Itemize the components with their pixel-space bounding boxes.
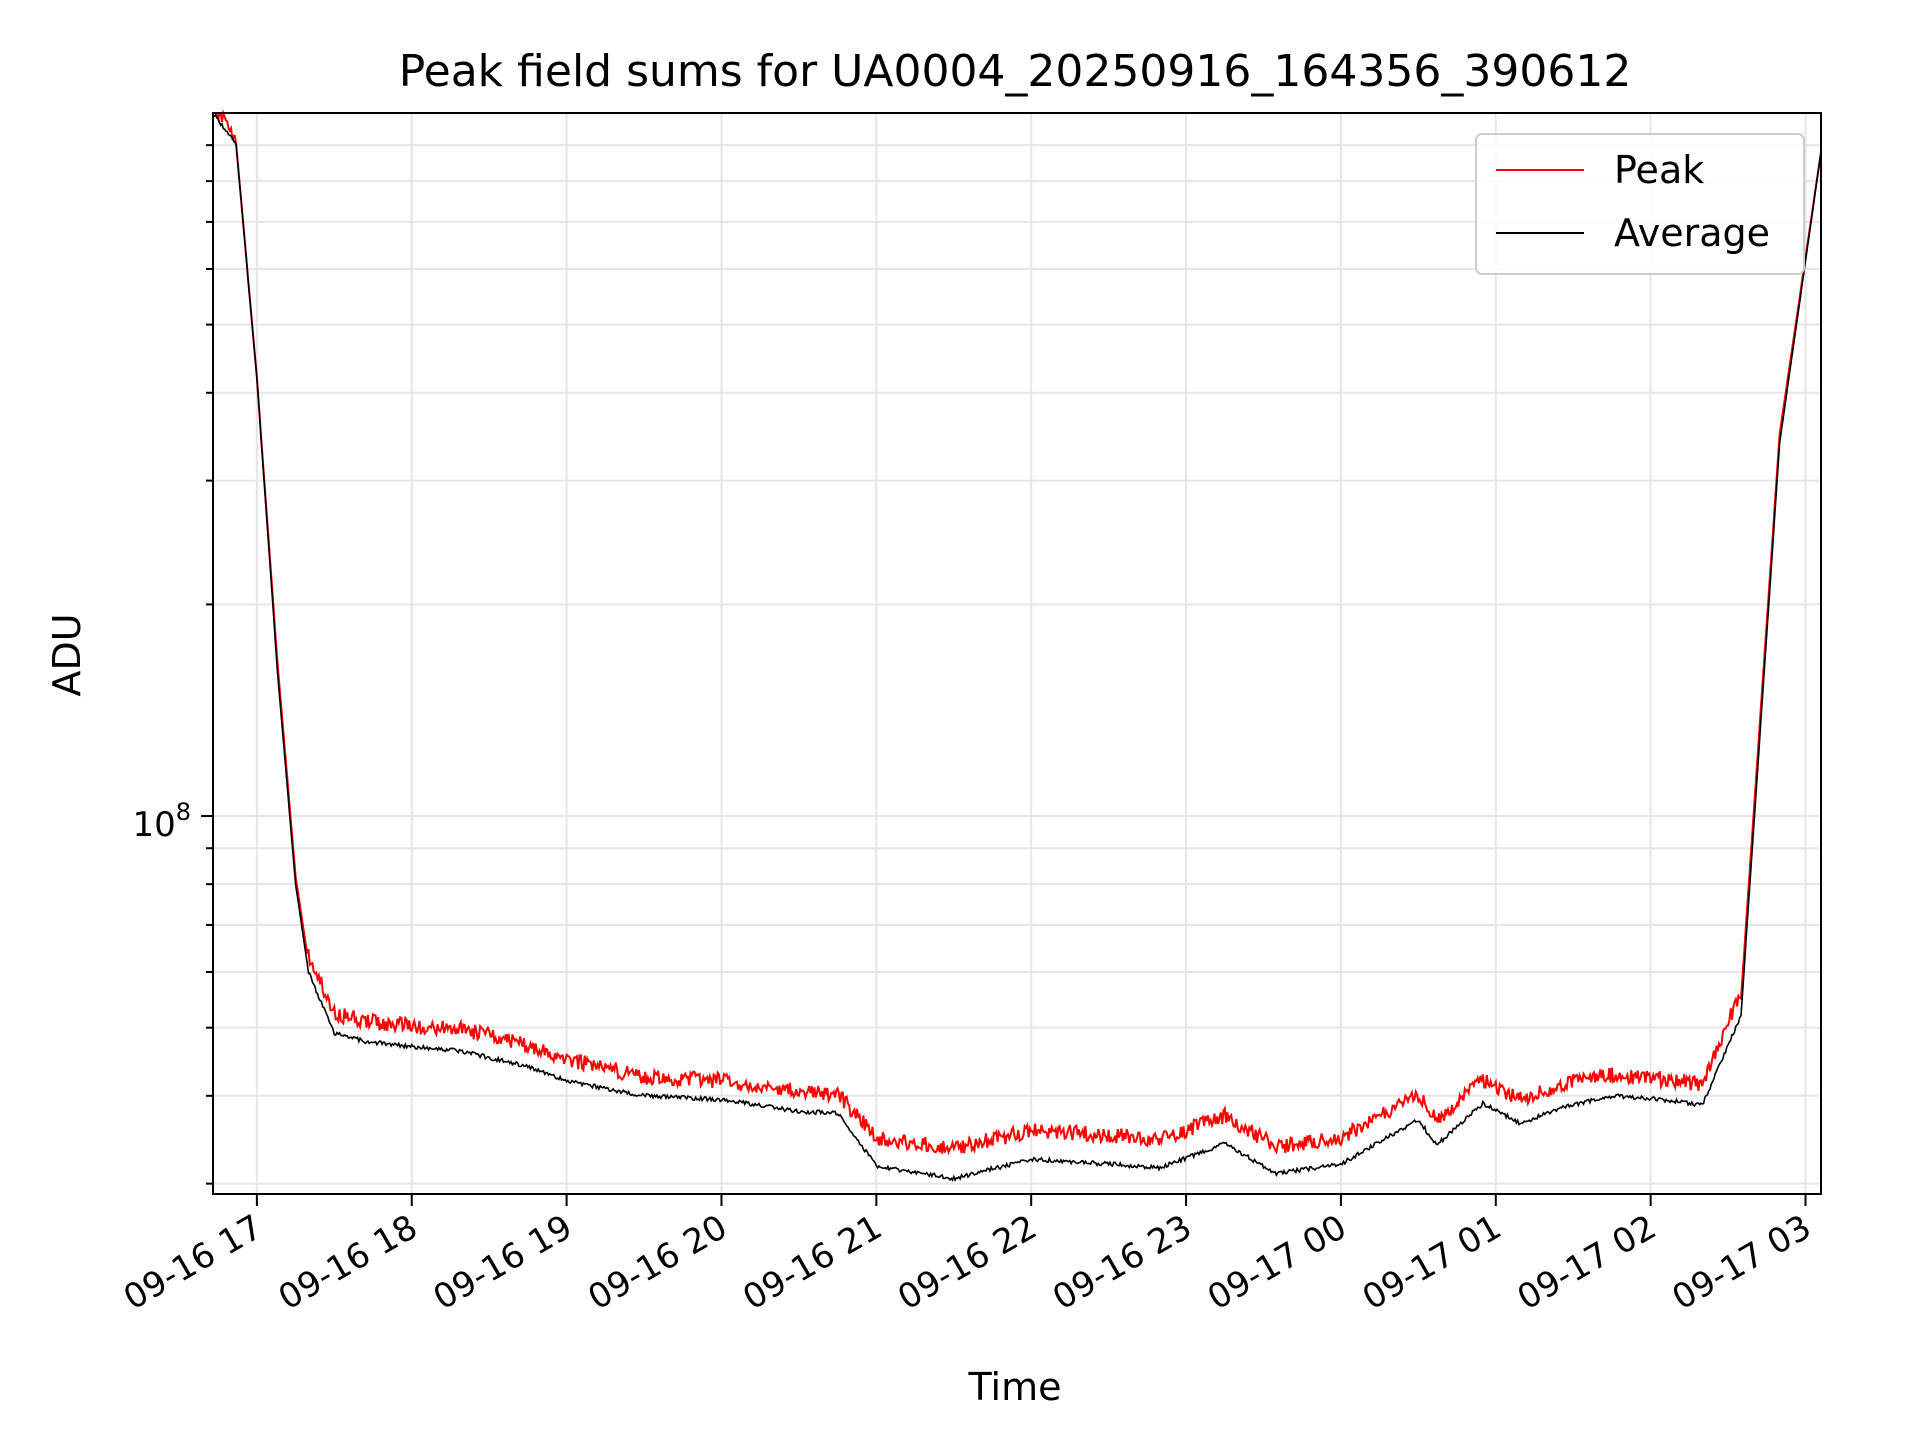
x-axis-label: Time <box>968 1365 1062 1409</box>
legend-label-average: Average <box>1614 211 1770 255</box>
series-line-average <box>212 113 1822 1182</box>
y-tick-base: 10 <box>132 805 175 845</box>
y-tick-exponent: 8 <box>176 798 191 826</box>
series-line-peak <box>213 109 1822 1156</box>
legend: Peak Average <box>1475 133 1805 275</box>
plot-area-frame <box>212 112 1822 1195</box>
chart-title: Peak field sums for UA0004_20250916_1643… <box>399 46 1632 97</box>
y-tick-label: 108 <box>132 798 191 845</box>
y-axis-label: ADU <box>45 613 89 696</box>
legend-label-peak: Peak <box>1614 148 1704 192</box>
series-lines <box>212 109 1822 1182</box>
